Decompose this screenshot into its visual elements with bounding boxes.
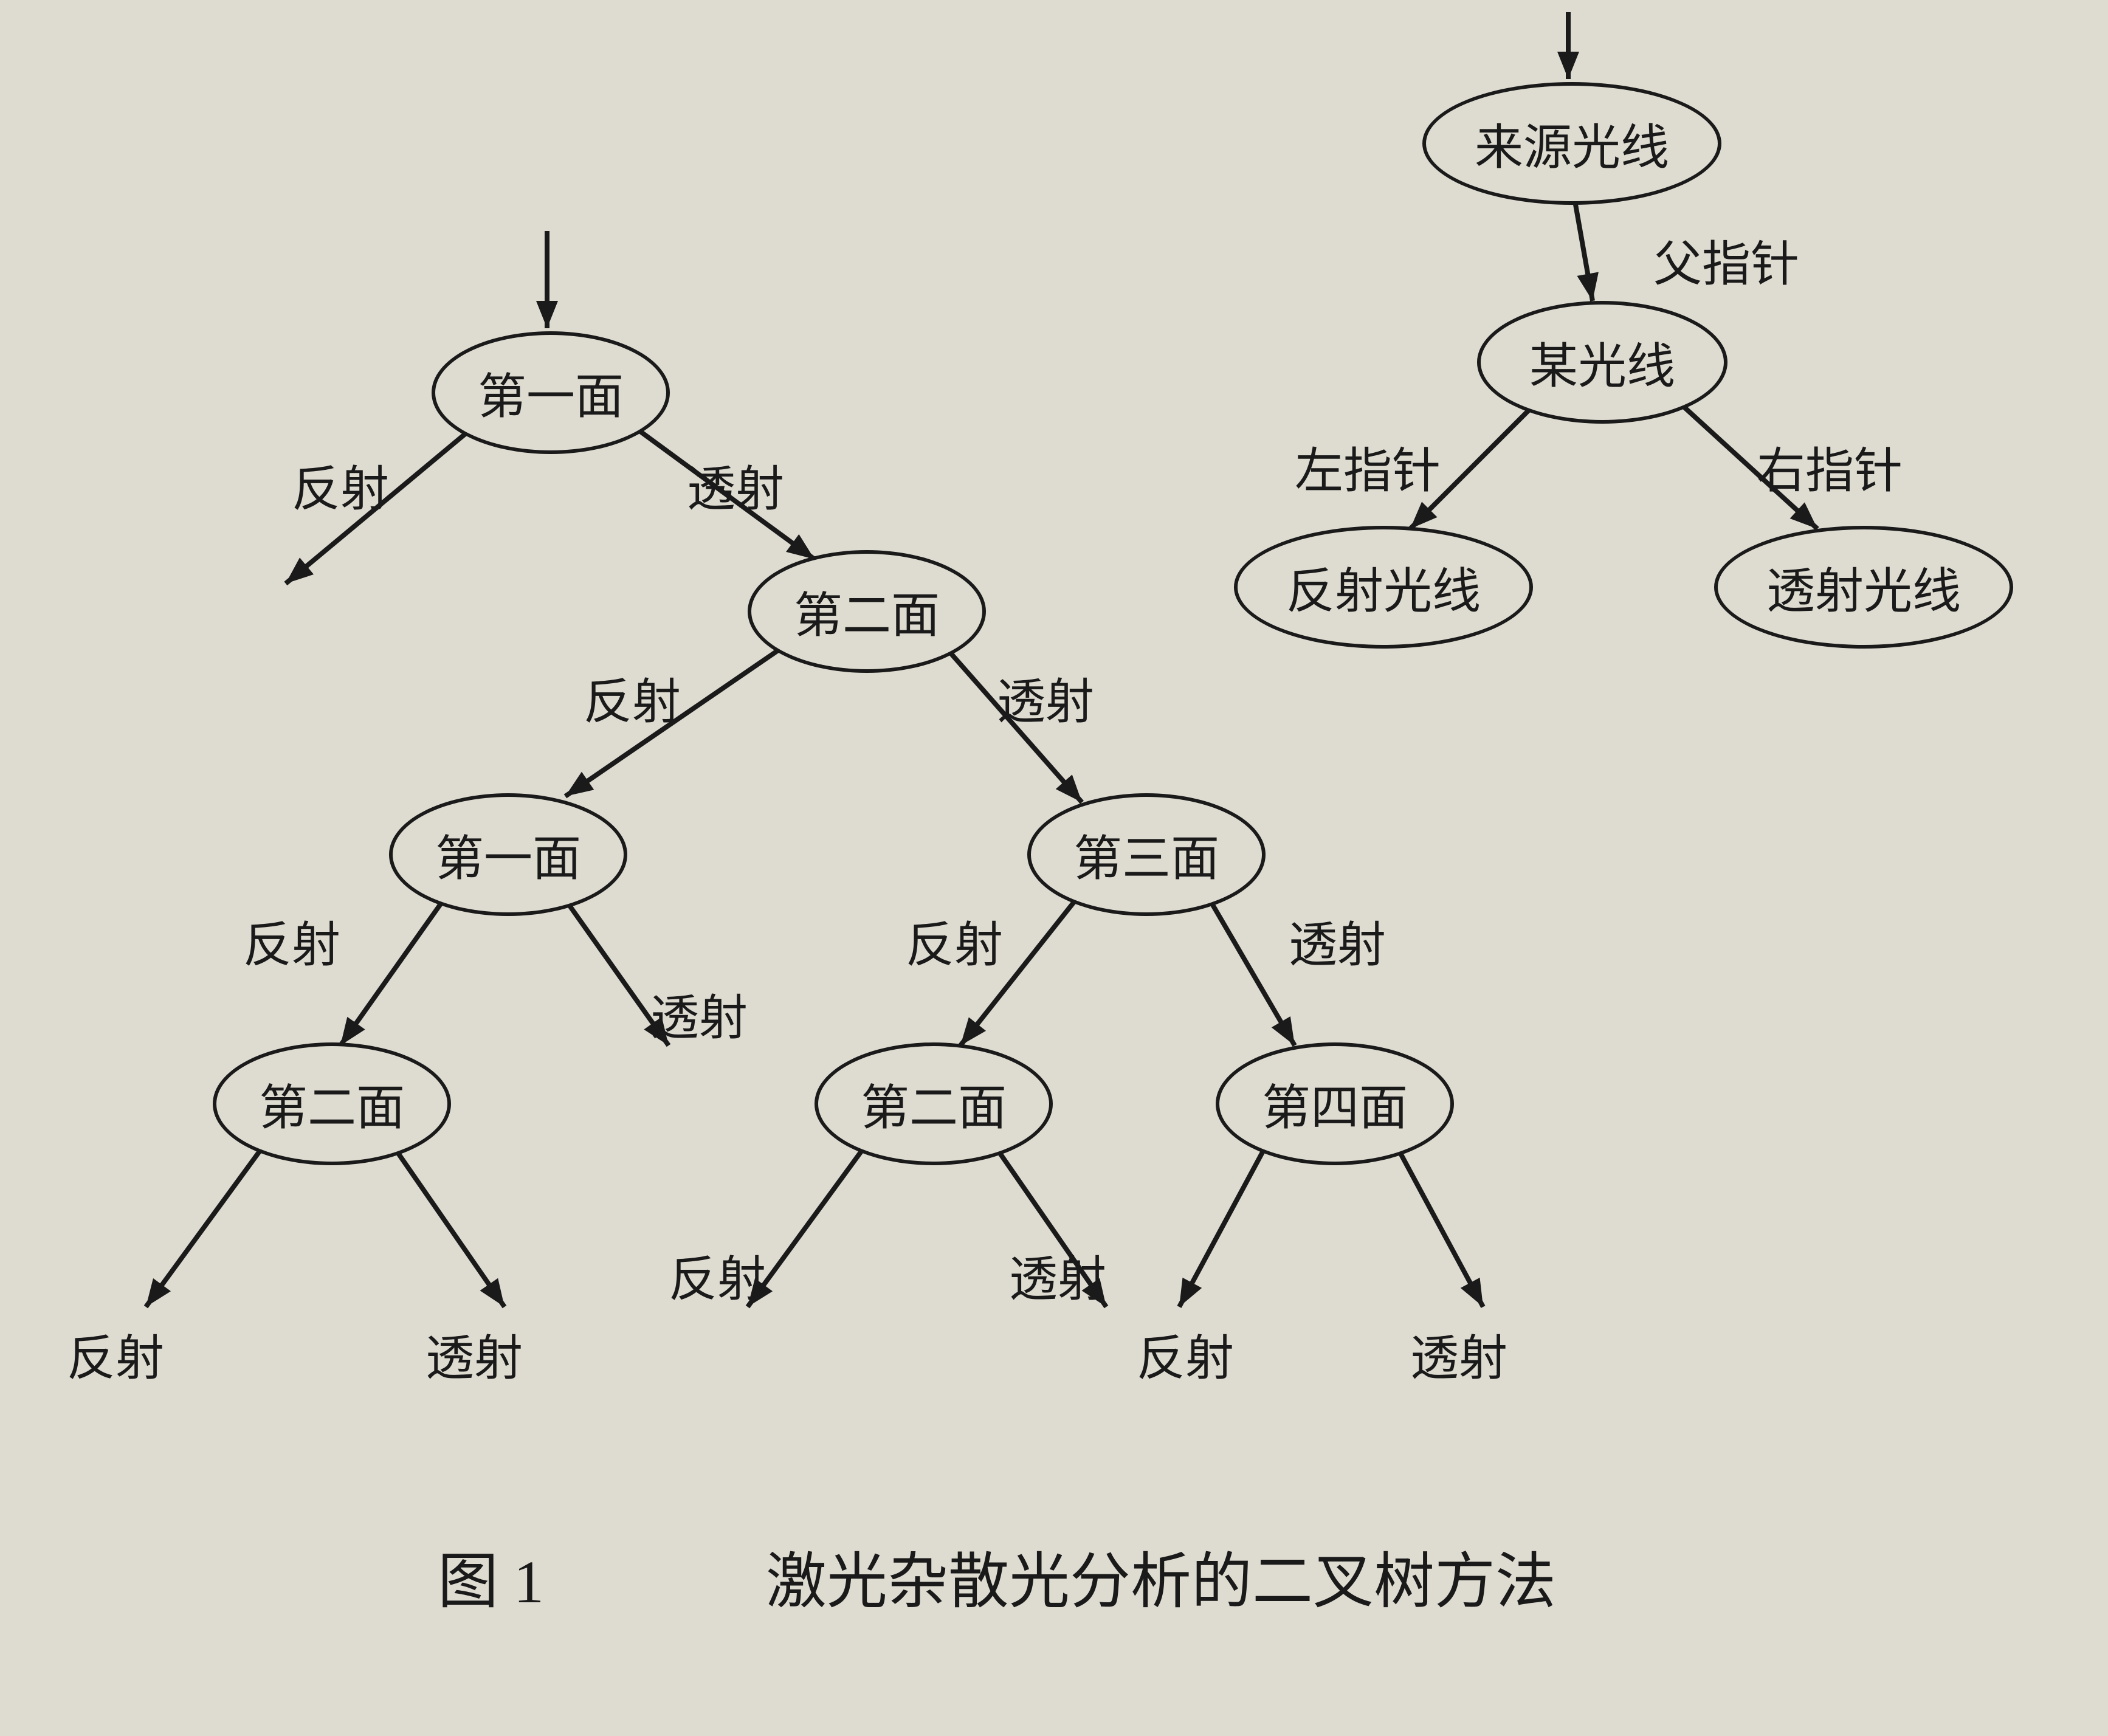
edge-label-transmit: 透射 [1009, 1240, 1106, 1311]
edge-label-transmit: 透射 [1289, 906, 1386, 976]
node-label: 某光线 [1529, 327, 1675, 398]
edge-label-reflect: 反射 [669, 1240, 766, 1311]
edge-label-transmit: 透射 [687, 450, 784, 520]
node-label: 第一面 [478, 357, 624, 428]
node-label: 来源光线 [1475, 108, 1669, 179]
edge-label-reflect: 反射 [67, 1319, 164, 1390]
edge-label-reflect: 反射 [906, 906, 1003, 976]
node-label: 第一面 [435, 819, 581, 890]
edge-label-transmit: 透射 [650, 979, 748, 1049]
node-label: 第三面 [1073, 819, 1219, 890]
node-label: 第四面 [1262, 1069, 1408, 1139]
node-surface-4: 第四面 [1216, 1042, 1454, 1165]
node-source-ray: 来源光线 [1422, 82, 1721, 205]
node-label: 第二面 [259, 1069, 405, 1139]
node-surface-1b: 第一面 [389, 793, 627, 916]
edge-label-reflect: 反射 [584, 663, 681, 733]
figure-caption-prefix: 图 1 [438, 1532, 544, 1620]
node-surface-2b: 第二面 [213, 1042, 451, 1165]
edge-label-reflect: 反射 [292, 450, 389, 520]
node-transmitted-ray: 透射光线 [1714, 526, 2013, 649]
edge-label-transmit: 透射 [425, 1319, 523, 1390]
node-surface-1: 第一面 [432, 331, 670, 454]
edge-label-reflect: 反射 [1137, 1319, 1234, 1390]
figure-caption-title: 激光杂散光分析的二叉树方法 [766, 1532, 1556, 1620]
edge-label-left-pointer: 左指针 [1295, 432, 1441, 502]
node-label: 第二面 [861, 1069, 1007, 1139]
node-some-ray: 某光线 [1477, 301, 1727, 424]
node-label: 透射光线 [1766, 552, 1961, 622]
edge-label-transmit: 透射 [1410, 1319, 1507, 1390]
edge-label-transmit: 透射 [997, 663, 1094, 733]
edge-label-right-pointer: 右指针 [1757, 432, 1903, 502]
node-surface-2c: 第二面 [815, 1042, 1053, 1165]
edge-label-reflect: 反射 [243, 906, 340, 976]
node-reflected-ray: 反射光线 [1234, 526, 1533, 649]
node-surface-3: 第三面 [1027, 793, 1266, 916]
edge-label-parent-pointer: 父指针 [1653, 225, 1799, 295]
node-label: 第二面 [794, 576, 940, 647]
node-label: 反射光线 [1286, 552, 1481, 622]
node-surface-2: 第二面 [748, 550, 986, 673]
diagram-page: 第一面 第二面 第一面 第三面 第二面 第二面 第四面 来源光线 某光线 反射光… [0, 0, 2108, 1736]
